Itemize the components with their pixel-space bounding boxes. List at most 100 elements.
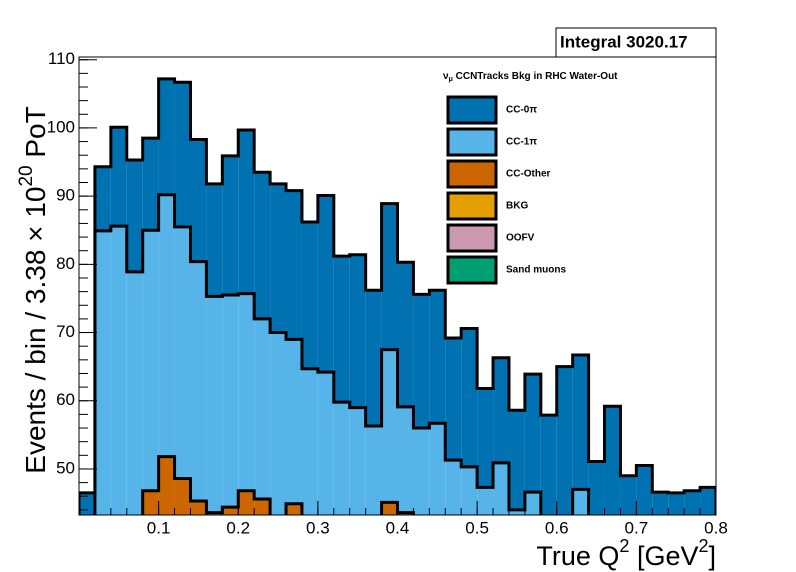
histogram-bar (620, 475, 637, 515)
legend-swatch (446, 159, 498, 189)
legend-swatch (446, 95, 498, 125)
histogram-bar (174, 226, 191, 479)
histogram-bar (317, 195, 334, 373)
legend-label: CC-Other (506, 169, 551, 180)
histogram-bar (349, 407, 366, 515)
histogram-bar (286, 339, 302, 504)
histogram-bar (365, 425, 382, 515)
histogram-bar (445, 460, 462, 515)
x-tick-label: 0.2 (226, 518, 250, 537)
legend-title-part: CCNTracks Bkg in RHC Water-Out (453, 71, 618, 82)
histogram-bar (222, 507, 239, 515)
histogram-bar (349, 254, 366, 408)
histogram-bar (286, 190, 302, 340)
histogram-bar (477, 388, 494, 488)
x-label-part: 2 (619, 536, 629, 556)
y-label-part: 20 (16, 165, 37, 186)
y-label-part: PoT (20, 106, 51, 165)
histogram-bar (445, 338, 462, 461)
legend-swatch (446, 223, 498, 253)
histogram-bar (142, 230, 159, 491)
histogram-bar (254, 498, 271, 515)
histogram-bar (190, 501, 207, 515)
histogram-bar (636, 465, 653, 515)
step-outline (79, 77, 716, 515)
histogram-bar (397, 406, 414, 513)
histogram-bar (508, 410, 525, 510)
histogram-bar (142, 138, 159, 231)
histogram-bar (158, 78, 175, 195)
histogram-bar (429, 423, 446, 515)
legend-swatch (446, 191, 498, 221)
annotation: Integral 3020.17 (560, 32, 688, 51)
x-tick-label: 0.4 (386, 518, 410, 537)
histogram-bar (524, 374, 541, 493)
x-label-part: ] (708, 541, 716, 571)
legend-label: OOFV (506, 233, 535, 244)
legend-title-part: μ (449, 76, 453, 83)
histogram-bar (190, 261, 207, 502)
histogram-bar (254, 172, 271, 319)
plot-area (79, 77, 716, 515)
y-tick-label: 50 (56, 458, 75, 477)
histogram-bar (381, 502, 398, 515)
histogram-bar (301, 368, 318, 515)
histogram-bar (429, 290, 446, 424)
histogram-bar (206, 183, 223, 297)
histogram-bar (508, 509, 525, 515)
histogram-bar (158, 456, 175, 515)
histogram-bar (94, 166, 111, 231)
histogram-bar (238, 490, 255, 515)
y-tick-label: 100 (47, 117, 75, 136)
legend-swatch (446, 127, 498, 157)
histogram-bar (413, 428, 430, 515)
histogram-bar (174, 478, 191, 515)
annotation-box (555, 27, 717, 58)
histogram-bar (524, 492, 541, 515)
histogram-bar (254, 318, 271, 499)
histogram-bar (397, 262, 414, 407)
x-tick-label: 0.5 (465, 518, 489, 537)
histogram-bar (206, 296, 223, 513)
legend-title-part: ν (443, 71, 449, 82)
histogram-bar (493, 462, 509, 515)
legend-label: Sand muons (506, 265, 566, 276)
histogram-bar (126, 271, 143, 515)
histogram-bar (493, 357, 509, 463)
x-tick-label: 0.8 (704, 518, 728, 537)
y-tick-label: 80 (56, 254, 75, 273)
x-axis-label: True Q2 [GeV2] (536, 536, 716, 571)
histogram-bar (477, 487, 494, 515)
legend-swatch (446, 255, 498, 285)
histogram-bar (317, 372, 334, 515)
y-tick-label: 110 (48, 49, 75, 68)
histogram-bar (461, 466, 478, 515)
histogram-bar (222, 155, 239, 296)
x-tick-label: 0.6 (545, 518, 569, 537)
y-label-part: Events / bin / 3.38 × 10 (20, 187, 51, 474)
x-tick-label: 0.3 (306, 518, 330, 537)
legend-label: BKG (506, 201, 528, 212)
legend-title: νμ CCNTracks Bkg in RHC Water-Out (443, 71, 618, 83)
histogram-bar (110, 127, 127, 227)
histogram-bar (668, 492, 685, 515)
x-label-part: [GeV (629, 541, 698, 571)
histogram-bar (684, 490, 701, 515)
histogram-bar (126, 159, 143, 272)
histogram-bar (381, 203, 398, 350)
histogram-bar (94, 230, 111, 515)
histogram-bar (556, 366, 573, 515)
histogram-bar (333, 256, 350, 403)
y-tick-label: 90 (56, 186, 75, 205)
histogram-bar (190, 139, 207, 262)
y-axis-label: Events / bin / 3.38 × 1020 PoT (16, 106, 51, 473)
histogram-bar (270, 332, 287, 515)
histogram-bar (301, 222, 318, 369)
histogram-bar (604, 406, 621, 515)
histogram-bar (286, 503, 302, 515)
step-outline (141, 455, 415, 515)
x-tick-label: 0.7 (625, 518, 649, 537)
histogram-bar (222, 295, 239, 508)
histogram-bar (174, 82, 191, 227)
y-tick-label: 60 (56, 390, 75, 409)
